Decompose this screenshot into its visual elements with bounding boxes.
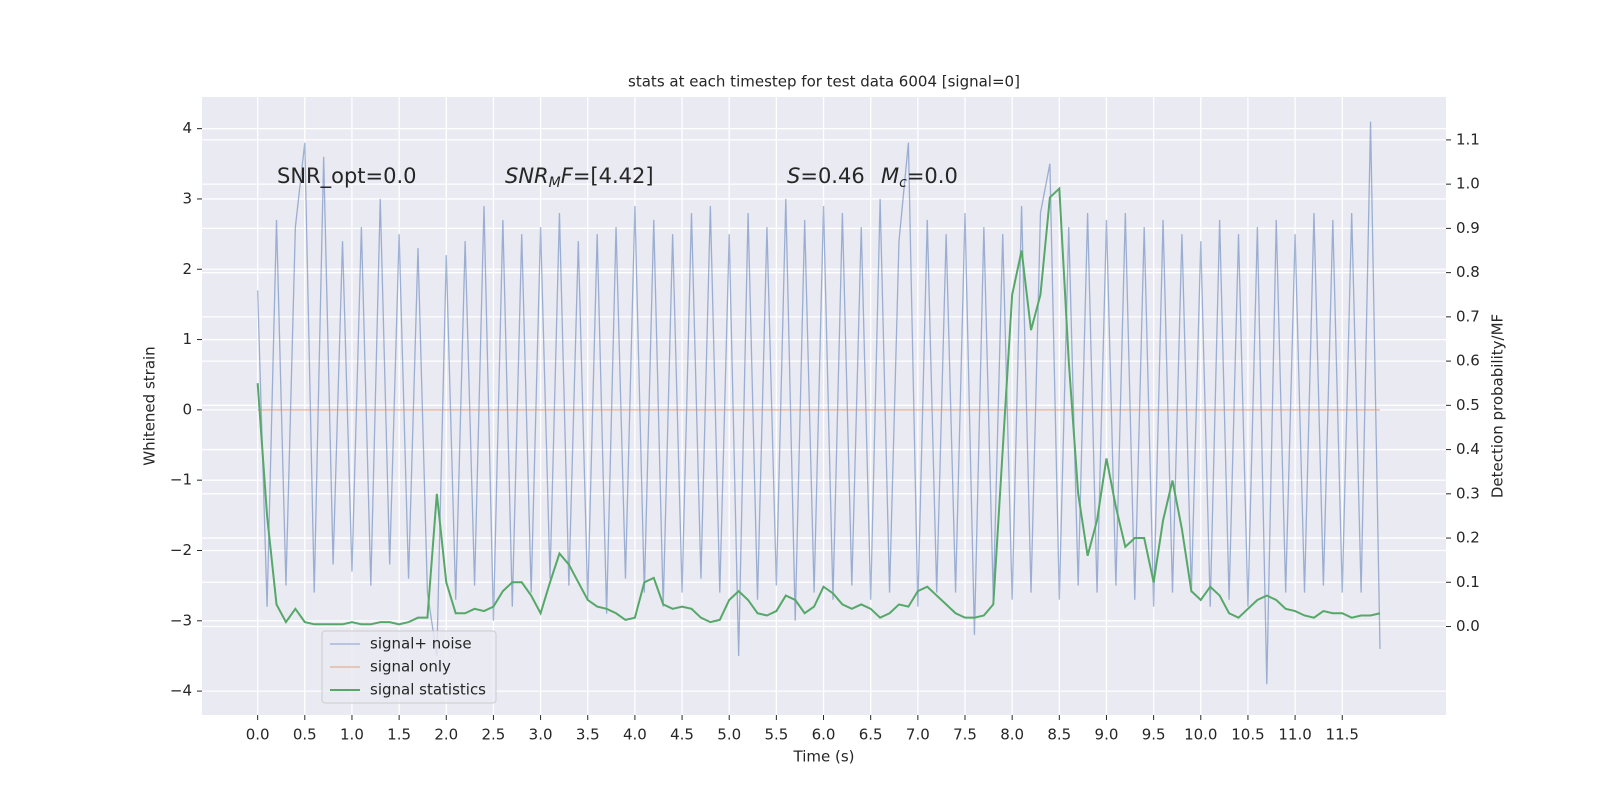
x-tick-label: 10.5 (1231, 726, 1264, 744)
x-tick-label: 4.0 (623, 726, 647, 744)
y-tick-label: −3 (170, 611, 192, 629)
x-tick-label: 6.5 (859, 726, 883, 744)
x-axis-label: Time (s) (793, 748, 855, 766)
y-tick-label: −2 (170, 541, 192, 559)
legend-label: signal only (370, 658, 451, 676)
y2-tick-label: 0.3 (1456, 484, 1480, 502)
overlay: 0.0 0.5 1.0 1.5 2.0 2.5 3.0 3.5 4.0 4.5 5.0 5.5 6.0 6… (170, 119, 1480, 743)
annotation: SNRMF=[4.42] (505, 164, 654, 191)
x-tick-label: 8.5 (1047, 726, 1071, 744)
y2-tick-label: 0.5 (1456, 396, 1480, 414)
y2-tick-label: 0.9 (1456, 219, 1480, 237)
x-tick-label: 2.5 (482, 726, 506, 744)
y-axis-label: Whitened strain (141, 346, 159, 465)
annotation: S=0.46 (787, 164, 865, 188)
annotation-part: =0.46 (800, 164, 864, 188)
y-tick-label: 3 (182, 189, 192, 207)
y2-tick-label: 0.0 (1456, 617, 1480, 635)
x-tick-label: 3.5 (576, 726, 600, 744)
annotation-part: SNR (505, 164, 549, 188)
chart-title: stats at each timestep for test data 600… (628, 73, 1020, 91)
x-tick-label: 6.0 (812, 726, 836, 744)
x-tick-label: 5.0 (717, 726, 741, 744)
y-tick-label: −4 (170, 682, 192, 700)
y-tick-label: 4 (182, 119, 192, 137)
legend-box (321, 630, 497, 704)
annotation: SNR_opt=0.0 (277, 164, 417, 189)
y2-tick-label: 0.4 (1456, 440, 1480, 458)
y2-tick-label: 1.1 (1456, 130, 1480, 148)
x-tick-label: 0.0 (246, 726, 270, 744)
y2-tick-label: 0.6 (1456, 352, 1480, 370)
x-tick-label: 9.5 (1142, 726, 1166, 744)
legend: signal+ noise signal only signal statistic… (321, 630, 497, 704)
x-tick-label: 1.5 (387, 726, 411, 744)
x-tick-label: 2.0 (434, 726, 458, 744)
marks (256, 121, 1381, 685)
y2-tick-label: 0.7 (1456, 307, 1480, 325)
x-tick-label: 11.0 (1278, 726, 1311, 744)
x-tick-label: 9.0 (1095, 726, 1119, 744)
series-line (256, 186, 1381, 626)
y-tick-label: −1 (170, 471, 192, 489)
annotation-part: =0.0 (907, 164, 958, 188)
annotation-part: SNR_opt=0.0 (277, 164, 417, 189)
x-tick-label: 8.0 (1000, 726, 1024, 744)
x-tick-label: 1.0 (340, 726, 364, 744)
annotation-part: M (881, 164, 899, 188)
series-line (257, 121, 1381, 685)
y-tick-label: 1 (182, 330, 192, 348)
x-tick-label: 5.5 (764, 726, 788, 744)
y2-tick-label: 0.8 (1456, 263, 1480, 281)
x-tick-label: 3.0 (529, 726, 553, 744)
x-tick-label: 0.5 (293, 726, 317, 744)
y-tick-label: 2 (182, 260, 192, 278)
annotation-part: S (787, 164, 800, 188)
annotation-part: M (549, 175, 561, 191)
x-tick-label: 11.5 (1326, 726, 1359, 744)
annotation: Mc=0.0 (881, 164, 958, 191)
legend-label: signal+ noise (370, 635, 472, 653)
annotation-part: F (561, 164, 574, 188)
grid (202, 97, 1446, 715)
y2-tick-label: 1.0 (1456, 175, 1480, 193)
annotation-part: c (899, 175, 907, 191)
y-tick-label: 0 (182, 400, 192, 418)
legend-label: signal statistics (370, 681, 486, 699)
x-tick-label: 7.0 (906, 726, 930, 744)
y2-tick-label: 0.2 (1456, 529, 1480, 547)
y2-tick-label: 0.1 (1456, 573, 1480, 591)
annotation-part: =[4.42] (573, 164, 654, 188)
y2-axis-label: Detection probability/MF (1489, 314, 1507, 498)
x-tick-label: 4.5 (670, 726, 694, 744)
x-tick-label: 10.0 (1184, 726, 1217, 744)
x-tick-label: 7.5 (953, 726, 977, 744)
